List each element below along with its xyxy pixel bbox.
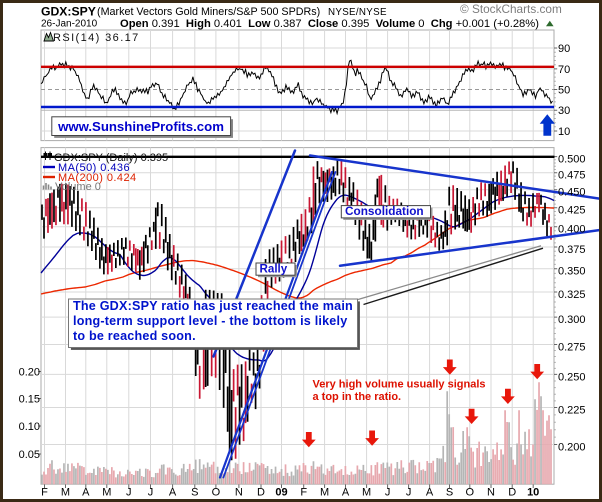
svg-text:0.10: 0.10 (19, 421, 40, 433)
svg-text:GDX:SPY (Daily) 0.395: GDX:SPY (Daily) 0.395 (54, 152, 168, 164)
svg-text:A: A (82, 487, 90, 499)
svg-text:MA(200) 0.424: MA(200) 0.424 (58, 172, 137, 184)
svg-text:A: A (169, 487, 177, 499)
svg-text:F: F (300, 487, 307, 499)
svg-text:10: 10 (527, 487, 539, 499)
svg-text:RSI(14) 36.17: RSI(14) 36.17 (53, 32, 140, 44)
svg-text:30: 30 (558, 105, 570, 117)
svg-text:0.475: 0.475 (558, 170, 586, 182)
svg-text:Rally: Rally (260, 263, 288, 276)
svg-text:M: M (362, 487, 371, 499)
svg-text:A: A (426, 487, 434, 499)
svg-text:J: J (406, 487, 412, 499)
svg-text:M: M (102, 487, 111, 499)
svg-text:Consolidation: Consolidation (345, 204, 424, 218)
svg-text:F: F (41, 487, 48, 499)
svg-text:GDX:SPY: GDX:SPY (41, 5, 96, 19)
svg-text:0.275: 0.275 (558, 341, 586, 353)
svg-text:A: A (342, 487, 350, 499)
svg-text:Volume 0: Volume 0 (55, 181, 101, 193)
svg-text:D: D (257, 487, 265, 499)
svg-text:Very high volume usually signa: Very high volume usually signals (313, 379, 486, 391)
svg-text:0.500: 0.500 (558, 154, 586, 166)
svg-text:N: N (487, 487, 495, 499)
svg-text:0.350: 0.350 (558, 266, 586, 278)
svg-text:70: 70 (558, 64, 570, 76)
svg-text:0.225: 0.225 (558, 404, 586, 416)
svg-text:J: J (385, 487, 391, 499)
svg-text:10: 10 (558, 126, 570, 138)
svg-text:0.450: 0.450 (558, 187, 586, 199)
svg-text:J: J (148, 487, 154, 499)
svg-text:0.425: 0.425 (558, 205, 586, 217)
svg-text:0.05: 0.05 (19, 449, 40, 461)
svg-text:long-term support level - the: long-term support level - the bottom is … (73, 314, 347, 328)
svg-text:0.200: 0.200 (558, 441, 586, 453)
svg-text:MA(50) 0.436: MA(50) 0.436 (58, 162, 130, 174)
svg-text:J: J (126, 487, 132, 499)
svg-text:M: M (320, 487, 329, 499)
svg-text:0.20: 0.20 (19, 367, 40, 379)
svg-text:26-Jan-2010: 26-Jan-2010 (41, 19, 98, 30)
svg-text:0.15: 0.15 (19, 394, 40, 406)
svg-text:0.325: 0.325 (558, 289, 586, 301)
svg-text:M: M (61, 487, 70, 499)
svg-text:Open 0.391 High 0.401 Low 0.: Open 0.391 High 0.401 Low 0.387 Close 0.… (120, 18, 539, 30)
svg-text:0.300: 0.300 (558, 314, 586, 326)
svg-text:a top in the ratio.: a top in the ratio. (313, 391, 402, 403)
svg-text:09: 09 (275, 487, 287, 499)
svg-text:D: D (508, 487, 516, 499)
svg-text:to be reached soon.: to be reached soon. (73, 329, 196, 343)
svg-text:0.400: 0.400 (558, 224, 586, 236)
svg-text:0.375: 0.375 (558, 244, 586, 256)
svg-text:90: 90 (558, 43, 570, 55)
svg-text:S: S (191, 487, 198, 499)
svg-text:NYSE/NYSE: NYSE/NYSE (328, 7, 387, 18)
svg-text:0.250: 0.250 (558, 371, 586, 383)
svg-text:O: O (466, 487, 475, 499)
svg-text:© StockCharts.com: © StockCharts.com (460, 2, 562, 16)
svg-text:The GDX:SPY ratio has just rea: The GDX:SPY ratio has just reached the m… (73, 299, 353, 313)
svg-text:(Market Vectors Gold Miners/S&: (Market Vectors Gold Miners/S&P 500 SPDR… (97, 6, 320, 18)
svg-text:O: O (212, 487, 221, 499)
svg-text:S: S (446, 487, 453, 499)
svg-text:50: 50 (558, 85, 570, 97)
svg-text:N: N (235, 487, 243, 499)
svg-text:www.SunshineProfits.com: www.SunshineProfits.com (57, 119, 224, 134)
